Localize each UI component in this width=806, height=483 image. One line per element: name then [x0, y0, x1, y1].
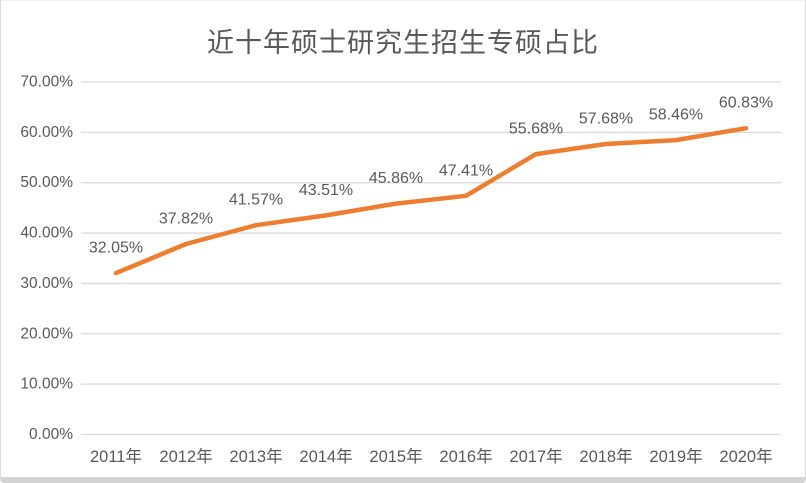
y-axis-tick-label: 40.00%	[20, 225, 73, 242]
x-axis-label: 2013年	[229, 447, 282, 466]
y-axis-tick-label: 50.00%	[20, 174, 73, 191]
y-axis-tick-label: 60.00%	[20, 124, 73, 141]
data-label: 41.57%	[229, 192, 283, 209]
y-axis-tick-label: 30.00%	[20, 275, 73, 292]
data-label: 37.82%	[159, 211, 213, 228]
data-label: 45.86%	[369, 170, 423, 187]
x-axis-label: 2018年	[579, 447, 632, 466]
data-series-line	[113, 125, 749, 276]
x-axis-label: 2017年	[509, 447, 562, 466]
y-axis-tick-label: 20.00%	[20, 325, 73, 342]
y-axis-tick-label: 70.00%	[20, 74, 73, 91]
x-axis-label: 2016年	[439, 447, 492, 466]
x-axis-label: 2015年	[369, 447, 422, 466]
x-axis-label: 2011年	[90, 447, 142, 466]
x-axis-label: 2019年	[649, 447, 702, 466]
x-axis-label: 2020年	[719, 447, 772, 466]
y-axis-tick-label: 10.00%	[20, 376, 73, 393]
data-label: 55.68%	[509, 121, 563, 138]
data-label: 57.68%	[579, 111, 633, 128]
data-label: 58.46%	[649, 107, 703, 124]
x-axis-label: 2014年	[299, 447, 352, 466]
data-label: 43.51%	[299, 182, 353, 199]
x-axis-label: 2012年	[159, 447, 212, 466]
data-label: 47.41%	[439, 162, 493, 179]
chart-title: 近十年硕士研究生招生专硕占比	[207, 28, 599, 58]
y-axis-tick-label: 0.00%	[29, 426, 73, 443]
data-label: 60.83%	[719, 95, 773, 112]
data-label: 32.05%	[89, 240, 143, 257]
